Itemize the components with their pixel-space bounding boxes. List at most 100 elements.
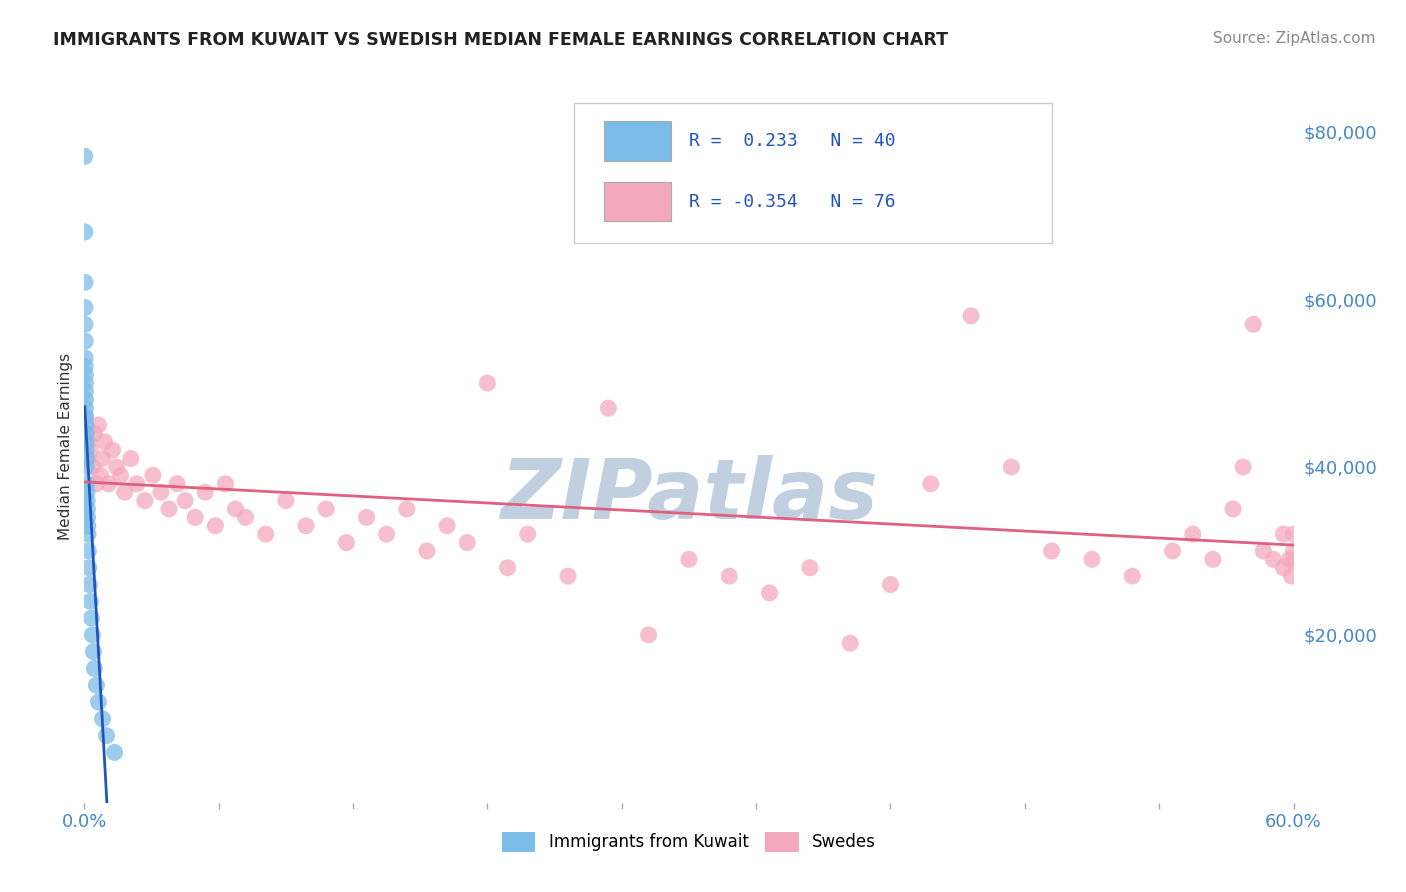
Swedes (166, 476, 188, 491)
Immigrants from Kuwait (75, 451, 97, 466)
Immigrants from Kuwait (73, 149, 96, 163)
Swedes (82, 460, 104, 475)
Swedes (416, 544, 439, 558)
Swedes (174, 493, 197, 508)
Swedes (879, 577, 901, 591)
Immigrants from Kuwait (76, 476, 98, 491)
Swedes (395, 502, 418, 516)
Immigrants from Kuwait (73, 318, 96, 332)
Swedes (79, 443, 101, 458)
Swedes (375, 527, 398, 541)
Swedes (204, 518, 226, 533)
Swedes (157, 502, 180, 516)
Swedes (1253, 544, 1275, 558)
Swedes (436, 518, 458, 533)
Immigrants from Kuwait (91, 712, 114, 726)
Swedes (149, 485, 172, 500)
Swedes (799, 560, 821, 574)
Immigrants from Kuwait (76, 493, 98, 508)
Swedes (87, 417, 110, 432)
Immigrants from Kuwait (75, 434, 97, 449)
Swedes (1282, 527, 1305, 541)
Immigrants from Kuwait (80, 611, 103, 625)
Swedes (93, 434, 115, 449)
Bar (605, 182, 671, 221)
Swedes (77, 434, 100, 449)
Swedes (295, 518, 318, 533)
Swedes (254, 527, 277, 541)
Swedes (214, 476, 236, 491)
Swedes (125, 476, 148, 491)
Text: ZIPatlas: ZIPatlas (501, 456, 877, 536)
Immigrants from Kuwait (75, 409, 97, 424)
Swedes (1161, 544, 1184, 558)
Immigrants from Kuwait (87, 695, 110, 709)
Swedes (184, 510, 207, 524)
Swedes (557, 569, 579, 583)
Swedes (120, 451, 142, 466)
Immigrants from Kuwait (75, 368, 97, 382)
Swedes (97, 476, 120, 491)
Immigrants from Kuwait (75, 359, 97, 374)
Swedes (516, 527, 538, 541)
Swedes (142, 468, 165, 483)
Immigrants from Kuwait (75, 334, 97, 348)
Immigrants from Kuwait (96, 729, 118, 743)
Immigrants from Kuwait (75, 426, 97, 441)
Swedes (1272, 560, 1295, 574)
Swedes (194, 485, 217, 500)
Swedes (1000, 460, 1022, 475)
Immigrants from Kuwait (76, 518, 98, 533)
Swedes (718, 569, 741, 583)
Swedes (1281, 569, 1303, 583)
Swedes (225, 502, 247, 516)
Immigrants from Kuwait (75, 417, 97, 432)
Swedes (1282, 552, 1305, 566)
Swedes (1222, 502, 1244, 516)
Immigrants from Kuwait (82, 628, 104, 642)
Swedes (134, 493, 156, 508)
Swedes (477, 376, 499, 390)
Swedes (1241, 318, 1264, 332)
Swedes (114, 485, 136, 500)
FancyBboxPatch shape (574, 103, 1052, 243)
Swedes (235, 510, 257, 524)
Swedes (637, 628, 659, 642)
Swedes (76, 451, 98, 466)
Immigrants from Kuwait (79, 577, 101, 591)
Immigrants from Kuwait (75, 401, 97, 416)
Immigrants from Kuwait (104, 746, 127, 760)
Immigrants from Kuwait (75, 384, 97, 399)
Swedes (73, 409, 96, 424)
Legend: Immigrants from Kuwait, Swedes: Immigrants from Kuwait, Swedes (495, 825, 883, 859)
Swedes (496, 560, 519, 574)
Swedes (456, 535, 478, 549)
Swedes (598, 401, 620, 416)
Swedes (110, 468, 132, 483)
Immigrants from Kuwait (75, 392, 97, 407)
Swedes (920, 476, 942, 491)
Swedes (75, 443, 97, 458)
Immigrants from Kuwait (75, 443, 97, 458)
Immigrants from Kuwait (76, 510, 98, 524)
Text: R =  0.233   N = 40: R = 0.233 N = 40 (689, 132, 896, 150)
Immigrants from Kuwait (86, 678, 108, 692)
Immigrants from Kuwait (83, 661, 105, 675)
Immigrants from Kuwait (73, 225, 96, 239)
Swedes (839, 636, 862, 650)
Immigrants from Kuwait (77, 544, 100, 558)
Swedes (1272, 527, 1295, 541)
Swedes (678, 552, 700, 566)
Bar (605, 121, 671, 161)
Swedes (83, 426, 105, 441)
Immigrants from Kuwait (75, 376, 97, 390)
Immigrants from Kuwait (76, 502, 98, 516)
Immigrants from Kuwait (82, 645, 104, 659)
Swedes (75, 426, 97, 441)
Immigrants from Kuwait (75, 460, 97, 475)
Text: IMMIGRANTS FROM KUWAIT VS SWEDISH MEDIAN FEMALE EARNINGS CORRELATION CHART: IMMIGRANTS FROM KUWAIT VS SWEDISH MEDIAN… (53, 31, 949, 49)
Swedes (758, 586, 780, 600)
Immigrants from Kuwait (73, 301, 96, 315)
Swedes (1121, 569, 1143, 583)
Swedes (315, 502, 337, 516)
